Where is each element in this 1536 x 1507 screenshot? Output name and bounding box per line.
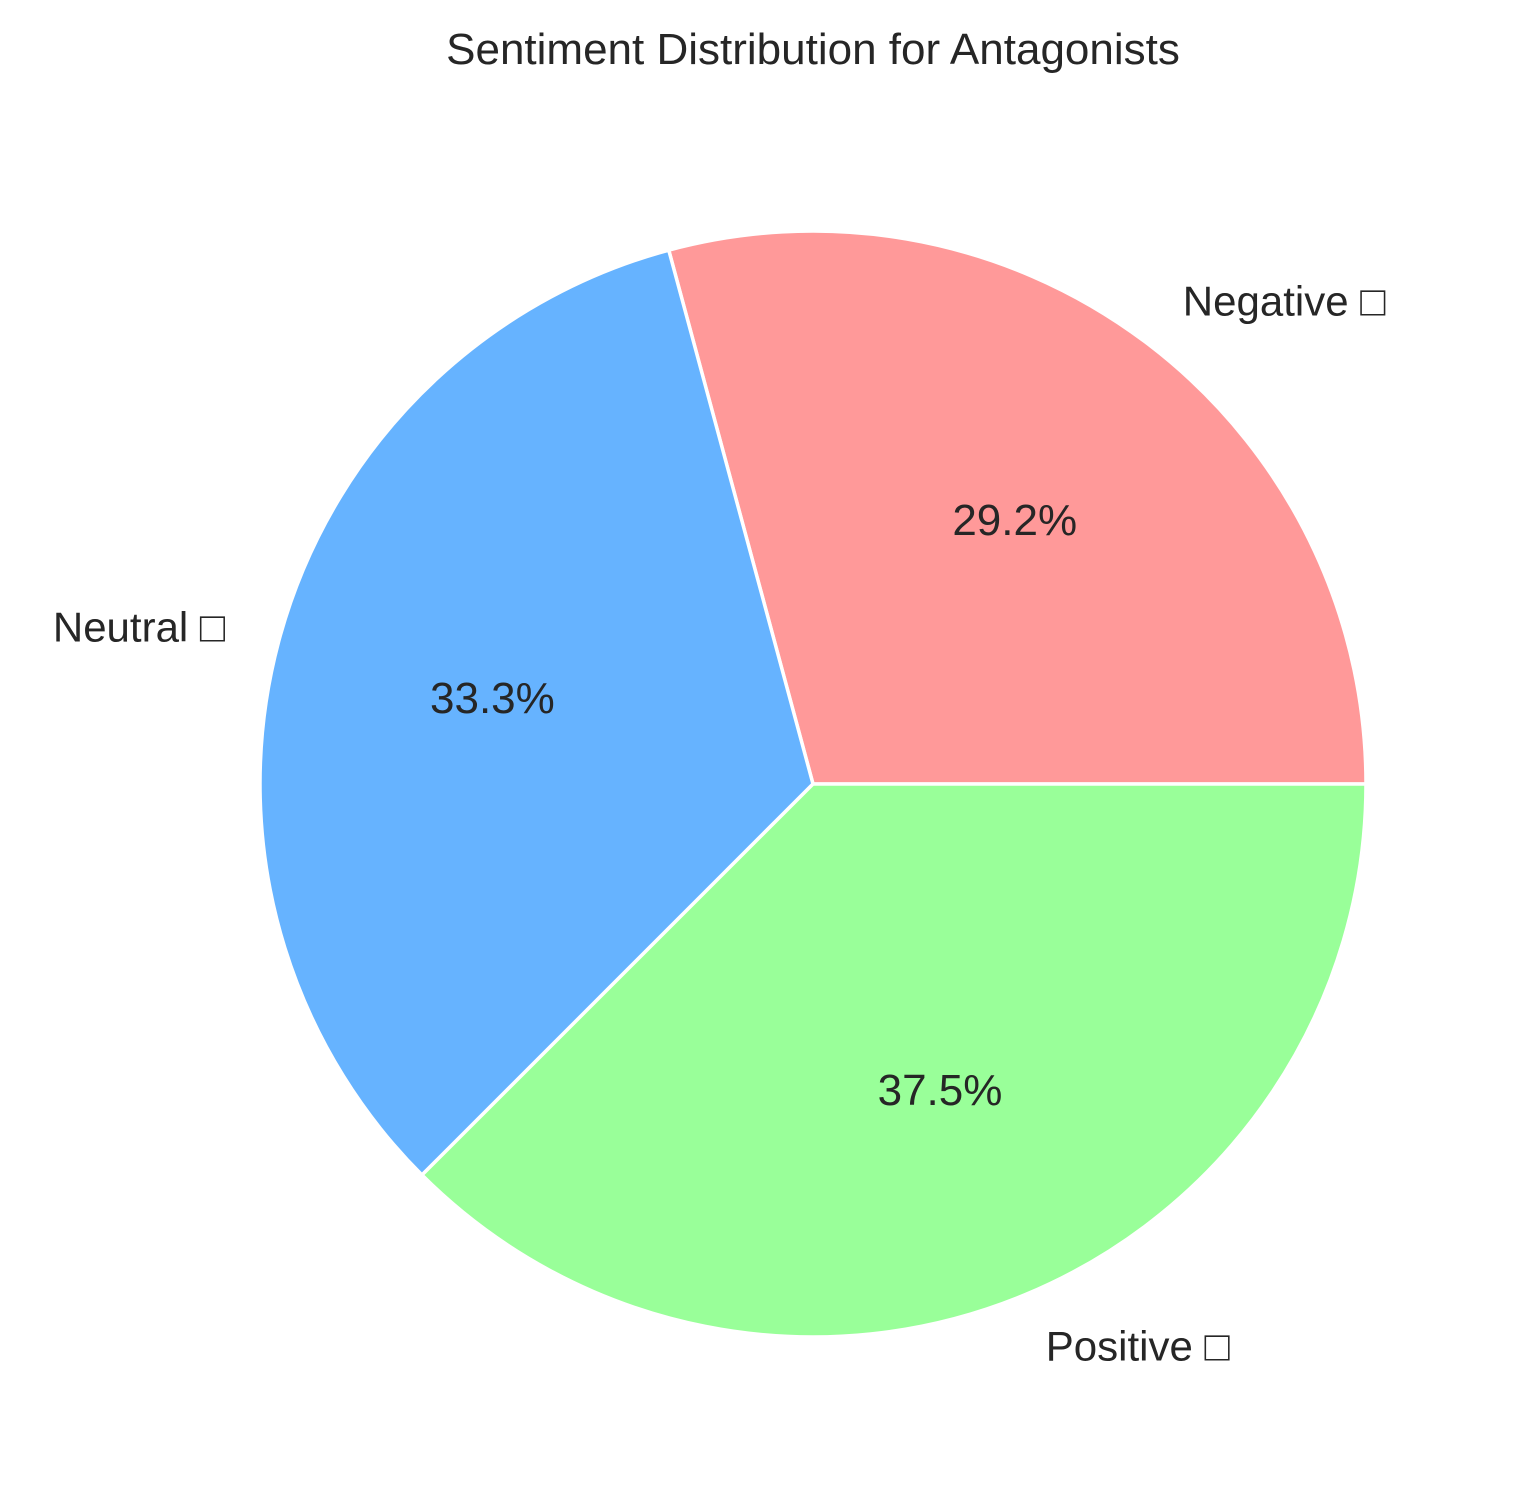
- pct-label-neutral: 33.3%: [430, 674, 555, 723]
- pct-label-positive: 37.5%: [878, 1066, 1003, 1115]
- pie-slice-negative: [667, 229, 1368, 786]
- slice-label-neutral: Neutral □: [53, 604, 226, 651]
- pie-slices: [258, 229, 1368, 1339]
- pct-label-negative: 29.2%: [952, 496, 1077, 545]
- slice-label-positive: Positive □: [1046, 1323, 1231, 1370]
- slice-label-negative: Negative □: [1183, 278, 1386, 325]
- pie-slice-positive: [420, 782, 1368, 1339]
- pie-slice-neutral: [258, 248, 815, 1177]
- chart-title: Sentiment Distribution for Antagonists: [446, 25, 1180, 74]
- pie-labels: 29.2% Negative □ 33.3% Neutral □ 37.5% Positi…: [53, 278, 1386, 1370]
